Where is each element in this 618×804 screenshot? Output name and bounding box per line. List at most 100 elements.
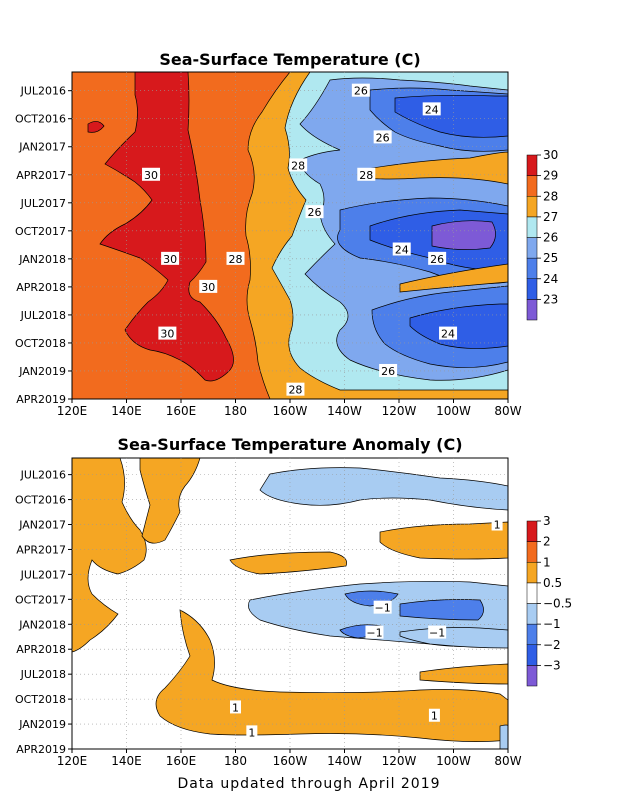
contour-label: 30 [160,328,174,341]
y-tick-label: JAN2019 [18,365,66,378]
x-tick-label: 140W [327,754,362,768]
y-tick-label: APR2019 [16,743,66,756]
ssta-negative-east-edge [499,724,508,749]
colorbar-label: 1 [543,555,551,569]
x-tick-label: 120W [382,404,417,418]
x-tick-label: 120W [382,754,417,768]
colorbar-label: 26 [543,231,558,245]
contour-label-bg [199,279,218,293]
colorbar-swatch [526,582,538,604]
colorbar-swatch [526,154,538,176]
x-tick-label: 160W [273,404,308,418]
y-tick-label: JUL2017 [20,197,66,210]
contour-label: 30 [144,169,158,182]
contour-label-bg [158,326,177,340]
contour-label-bg [289,158,308,172]
sst-warm-intrusion-2 [399,263,508,293]
contour-label-bg [230,700,241,714]
x-tick-label: 160E [166,754,197,768]
sst-warm-patch-30 [87,121,105,133]
contour-label-bg [246,725,258,739]
y-tick-label: JUL2018 [20,309,66,322]
contour-label: 28 [291,159,305,172]
contour-label-bg [351,83,370,97]
contour-label-bg [373,130,392,144]
x-tick-label: 140E [111,404,142,418]
y-tick-label: JUL2017 [20,568,66,581]
x-tick-label: 80W [494,404,521,418]
sst-colorbar: 23 24 25 26 27 28 29 30 [526,148,558,321]
colorbar-swatch [526,216,538,238]
y-tick-label: APR2018 [16,643,66,656]
sst-x-ticks: 120E 140E 160E 180 160W 140W 120W 100W 80W [57,399,522,418]
contour-label: 26 [354,85,368,98]
contour-label: 26 [308,206,322,219]
contour-label: 28 [229,253,243,266]
contour-label: −1 [366,627,382,640]
colorbar-label: 28 [543,189,558,203]
contour-label-bg [491,517,503,531]
colorbar-swatch [526,299,538,321]
y-tick-label: APR2018 [16,281,66,294]
y-tick-label: OCT2018 [15,693,66,706]
contour-label: 1 [232,701,239,714]
y-tick-label: JUL2016 [20,85,66,98]
y-tick-label: OCT2017 [15,593,66,606]
y-tick-label: APR2017 [16,169,66,182]
contour-label-bg [365,625,384,639]
colorbar-swatch [526,665,538,687]
ssta-x-ticks: 120E 140E 160E 180 160W 140W 120W 100W 80W [57,749,522,768]
ssta-positive-central [139,458,201,544]
contour-label-bg [428,625,447,639]
colorbar-swatch [526,278,538,300]
sst-panel: Sea-Surface Temperature (C) [15,50,558,418]
contour-label-bg [357,167,376,181]
colorbar-swatch [526,644,538,666]
x-tick-label: 100W [436,404,471,418]
colorbar-label: 23 [543,292,558,306]
data-updated-note: Data updated through April 2019 [177,776,441,792]
colorbar-swatch [526,520,538,542]
sst-y-ticks: JUL2016 OCT2016 JAN2017 APR2017 JUL2017 OCT20… [15,85,72,406]
colorbar-label: −1 [543,617,561,631]
y-tick-label: JUL2016 [20,469,66,482]
sst-grid [72,72,508,399]
x-tick-label: 180 [224,754,247,768]
x-tick-label: 160E [166,404,197,418]
contour-label: 30 [163,253,177,266]
sst-field [72,72,508,399]
y-tick-label: APR2017 [16,543,66,556]
ssta-positive-west [72,458,147,653]
colorbar-label: 0.5 [543,576,562,590]
colorbar-label: 2 [543,535,551,549]
y-tick-label: JUL2018 [20,668,66,681]
contour-label: 26 [376,131,390,144]
colorbar-label: 24 [543,272,558,286]
colorbar-label: 3 [543,514,551,528]
y-tick-label: OCT2018 [15,337,66,350]
x-tick-label: 140E [111,754,142,768]
contour-label-bg [161,251,180,265]
contour-label: −1 [429,627,445,640]
y-tick-label: JAN2018 [18,618,66,631]
contour-label-bg [379,363,398,377]
contour-label-bg [373,600,392,614]
y-tick-label: OCT2016 [15,494,66,507]
ssta-positive-dateline [155,609,508,742]
contour-label-bg [439,326,458,340]
contour-label: 24 [395,244,409,257]
contour-label: 24 [425,103,439,116]
ssta-y-ticks: JUL2016 OCT2016 JAN2017 APR2017 JUL2017 OCT20… [15,469,72,756]
x-tick-label: 140W [327,404,362,418]
contour-label-bg [142,167,161,181]
ssta-colorbar: −3 −2 −1 −0.5 0.5 1 2 3 [526,514,572,687]
colorbar-swatch [526,562,538,584]
ssta-positive-band-2017 [229,551,347,575]
contour-label: 26 [430,253,444,266]
colorbar-label: −3 [543,658,561,672]
x-tick-label: 100W [436,754,471,768]
colorbar-swatch [526,237,538,259]
y-tick-label: OCT2016 [15,113,66,126]
